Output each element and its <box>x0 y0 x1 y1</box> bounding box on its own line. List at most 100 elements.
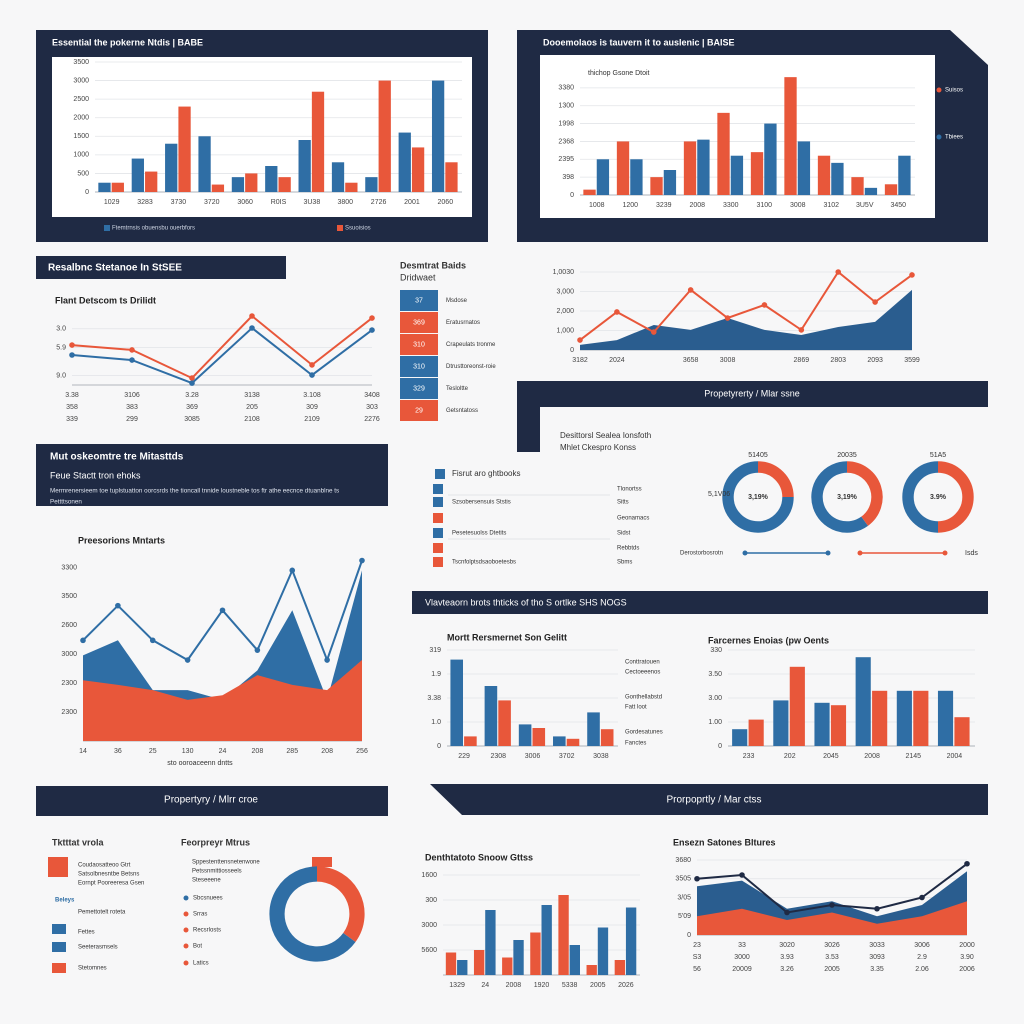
bar <box>553 736 566 746</box>
label: Sppestenttensnetenwone <box>192 860 260 866</box>
label: Seeterasmsels <box>78 945 118 951</box>
bar <box>717 112 730 195</box>
table-label: Dtrusttoreonst-roie <box>446 364 496 370</box>
legend-swatch <box>337 225 343 231</box>
legend-swatch <box>433 528 443 538</box>
x-tick-label: 2060 <box>438 199 454 206</box>
bar <box>814 702 830 746</box>
x-tick-label: 3006 <box>914 942 930 949</box>
y-tick-label: 3380 <box>558 85 574 92</box>
point <box>694 875 700 882</box>
x-tick-label: 14 <box>79 748 87 755</box>
x-row-label: 3.53 <box>825 954 839 961</box>
bar <box>558 895 569 975</box>
x-row-label: 20009 <box>732 966 752 973</box>
point <box>309 372 315 378</box>
y-tick-label: 2,000 <box>556 308 574 315</box>
label: Szsobersensuis Ststis <box>452 500 511 506</box>
y-tick-label: 1,000 <box>556 327 574 334</box>
label: Satsolbnesntbe Betsns <box>78 872 139 878</box>
label: Propertyry / Mlrr croe <box>164 795 258 806</box>
table-label: Msdose <box>446 298 468 304</box>
banner <box>36 256 286 279</box>
x-tick-label: 3283 <box>137 199 153 206</box>
bar <box>431 80 445 192</box>
label: Petssnmittiosseels <box>192 869 242 875</box>
bar <box>365 177 378 192</box>
point <box>798 327 805 333</box>
bar <box>457 960 468 975</box>
donut-segment <box>757 461 794 498</box>
table-block <box>400 290 438 311</box>
y-tick-label: 0 <box>570 347 574 354</box>
bar <box>98 182 111 192</box>
bar <box>784 77 797 195</box>
bar <box>597 927 609 975</box>
x-row-label: 205 <box>246 404 258 411</box>
icon <box>48 857 68 877</box>
bar <box>898 155 911 195</box>
point <box>761 302 768 308</box>
y-tick-label: 500 <box>77 170 89 177</box>
x-tick-label: 3100 <box>756 202 772 209</box>
table-value: 37 <box>415 297 423 304</box>
bar <box>630 159 643 195</box>
x-tick-label: 1920 <box>534 982 550 989</box>
x-tick-label: 256 <box>356 748 368 755</box>
x-tick-label: 3.108 <box>303 392 321 399</box>
x-tick-label: 3.28 <box>185 392 199 399</box>
chart-title: Preesorions Mntarts <box>78 535 165 545</box>
x-tick-label: 3730 <box>171 199 187 206</box>
banner <box>430 784 988 815</box>
x-tick-label: 3800 <box>337 199 353 206</box>
label: Conttratouen <box>625 660 660 666</box>
label: Desmtrat Baids <box>400 260 466 270</box>
y-tick-label: 3000 <box>61 651 77 658</box>
x-tick-label: 24 <box>219 748 227 755</box>
y-tick-label: 330 <box>710 647 722 654</box>
x-tick-label: 3658 <box>683 357 699 364</box>
x-tick-label: 2045 <box>823 753 839 760</box>
bar <box>596 159 610 195</box>
chart-subtitle: thichop Gsone Dtoit <box>588 70 650 77</box>
x-tick-label: 285 <box>286 748 298 755</box>
x-row-label: 3093 <box>869 954 885 961</box>
table-value: 329 <box>413 385 425 392</box>
bar <box>817 155 831 195</box>
y-tick-label: 0 <box>687 932 691 939</box>
x-tick-label: 208 <box>321 748 333 755</box>
bar <box>530 932 541 975</box>
top-label: 51405 <box>748 452 768 459</box>
x-tick-label: 24 <box>481 982 489 989</box>
label: Mhlet Ckespro Konss <box>560 443 636 452</box>
table-block <box>400 334 438 355</box>
bar <box>331 162 345 192</box>
x-tick-label: 202 <box>784 753 796 760</box>
x-tick-label: 36 <box>114 748 122 755</box>
legend-label: Tbiees <box>945 135 963 141</box>
center-label: 3,19% <box>837 494 858 501</box>
point <box>254 647 261 653</box>
point <box>129 347 135 353</box>
point <box>784 909 790 916</box>
point <box>964 860 970 867</box>
label: Recsrlosts <box>193 928 221 934</box>
line <box>579 270 913 341</box>
y-tick-label: 2500 <box>73 96 89 103</box>
x-tick-label: 3300 <box>723 202 739 209</box>
y-tick-label: 3505 <box>675 876 691 883</box>
bar <box>750 152 764 195</box>
y-tick-label: 0 <box>85 189 89 196</box>
y-tick-label: 5'09 <box>678 913 691 920</box>
bar <box>502 957 513 975</box>
x-tick-label: 3008 <box>790 202 806 209</box>
donut-segment <box>937 461 974 533</box>
donut-segment <box>316 866 365 942</box>
label: Beleys <box>55 898 75 904</box>
label: Sitts <box>617 500 629 506</box>
banner <box>412 591 988 614</box>
x-row-label: 2276 <box>364 416 380 423</box>
x-tick-label: 1329 <box>449 982 465 989</box>
y-tick-label: 2368 <box>558 138 574 145</box>
bar <box>345 182 358 192</box>
